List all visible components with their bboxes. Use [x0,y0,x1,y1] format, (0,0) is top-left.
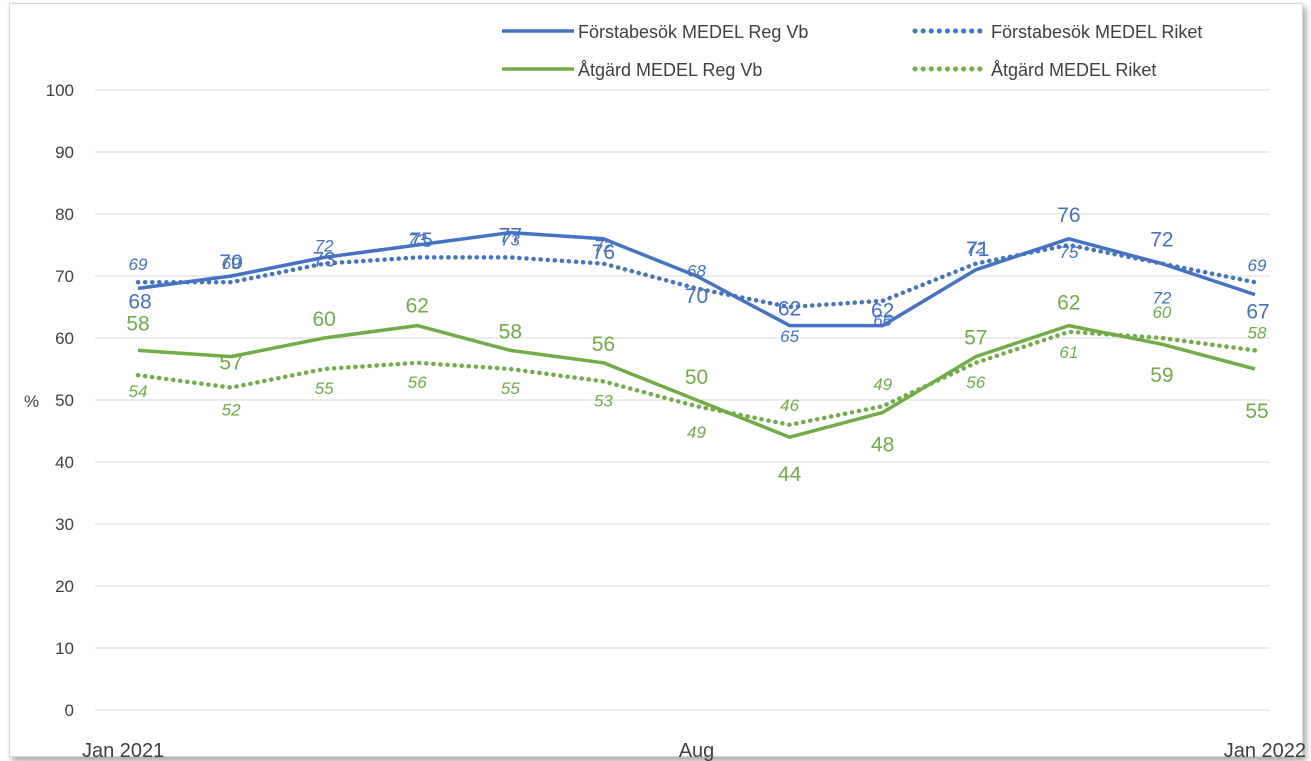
data-label-series-2: 65 [780,327,799,346]
data-label-series-1: 71 [966,238,989,261]
y-tick-label: 40 [55,453,74,472]
series-line-1 [137,230,1256,328]
data-label-series-1: 68 [128,290,151,313]
y-tick-label: 10 [55,639,74,658]
data-label-series-1: 77 [499,225,522,248]
data-label-series-4: 49 [873,375,892,394]
data-label-series-2: 68 [687,261,706,280]
data-label-series-3: 58 [499,320,522,343]
y-tick-label: 90 [55,143,74,162]
data-label-series-2: 72 [594,237,613,256]
legend-label: Förstabesök MEDEL Riket [991,22,1202,42]
data-label-series-1: 72 [1150,229,1173,252]
data-label-series-2: 73 [501,230,520,249]
x-axis-tick-labels: Jan 2021 Aug Jan 2022 [82,740,1306,761]
data-label-series-4: 55 [315,379,334,398]
chart-frame [9,3,1303,757]
data-label-series-1: 62 [778,298,801,321]
data-label-series-4: 56 [408,373,427,392]
data-label-series-4: 56 [966,373,985,392]
data-label-series-3: 50 [685,366,708,389]
data-label-series-3: 48 [871,433,894,456]
data-label-series-1: 67 [1246,301,1269,324]
data-label-series-2: 72 [966,239,985,258]
y-tick-label: 100 [46,81,74,100]
data-label-series-2: 69 [222,254,241,273]
data-label-series-3: 57 [219,352,242,375]
legend-label: Åtgärd MEDEL Reg Vb [578,60,762,80]
data-label-series-4: 61 [1059,343,1078,362]
data-label-series-4: 54 [129,382,148,401]
data-label-series-3: 59 [1150,364,1173,387]
series-line-3 [137,323,1256,439]
data-label-series-1: 70 [685,285,708,308]
data-label-series-4: 60 [1152,303,1171,322]
y-axis-label: % [24,392,39,411]
x-tick-label: Aug [679,740,715,761]
data-label-series-4: 46 [780,396,799,415]
y-tick-label: 20 [55,577,74,596]
data-label-series-3: 57 [964,327,987,350]
legend-label: Åtgärd MEDEL Riket [991,60,1156,80]
data-label-series-1: 62 [871,300,894,323]
data-label-series-4: 58 [1248,323,1267,342]
y-axis-tick-labels: 0 10 20 30 40 50 60 70 80 90 100 [46,81,74,720]
data-label-series-2: 72 [315,237,334,256]
data-label-series-3: 56 [592,333,615,356]
data-label-series-1: 75 [410,229,433,252]
data-label-series-2: 72 [1152,289,1171,308]
data-label-series-1: 76 [592,241,615,264]
data-label-series-1: 70 [219,251,242,274]
y-tick-label: 70 [55,267,74,286]
data-label-series-4: 53 [594,391,613,410]
gridlines [95,89,1270,711]
y-tick-label: 50 [55,391,74,410]
data-label-series-2: 75 [1059,243,1078,262]
data-label-series-3: 55 [1245,400,1268,423]
x-tick-label: Jan 2022 [1224,740,1306,761]
data-label-series-2: 69 [1248,256,1267,275]
data-label-series-3: 44 [778,463,802,486]
y-tick-label: 80 [55,205,74,224]
y-tick-label: 30 [55,515,74,534]
data-label-series-2: 73 [408,230,427,249]
data-label-series-2: 69 [129,255,148,274]
y-tick-label: 60 [55,329,74,348]
data-label-series-1: 73 [312,248,335,271]
data-label-series-3: 58 [126,312,149,335]
data-label-series-4: 55 [501,379,520,398]
data-label-series-2: 66 [873,311,892,330]
legend-label: Förstabesök MEDEL Reg Vb [578,22,808,42]
data-label-series-1: 76 [1057,204,1080,227]
data-label-series-3: 60 [312,308,335,331]
legend: Förstabesök MEDEL Reg Vb Förstabesök MEDE… [502,22,1202,80]
series-lines [135,230,1258,439]
data-label-series-3: 62 [1057,292,1080,315]
data-label-series-3: 62 [406,295,429,318]
x-tick-label: Jan 2021 [82,740,164,761]
data-label-series-4: 49 [687,423,706,442]
data-label-series-4: 52 [222,401,241,420]
y-tick-label: 0 [65,701,74,720]
series-line-4 [135,329,1258,428]
